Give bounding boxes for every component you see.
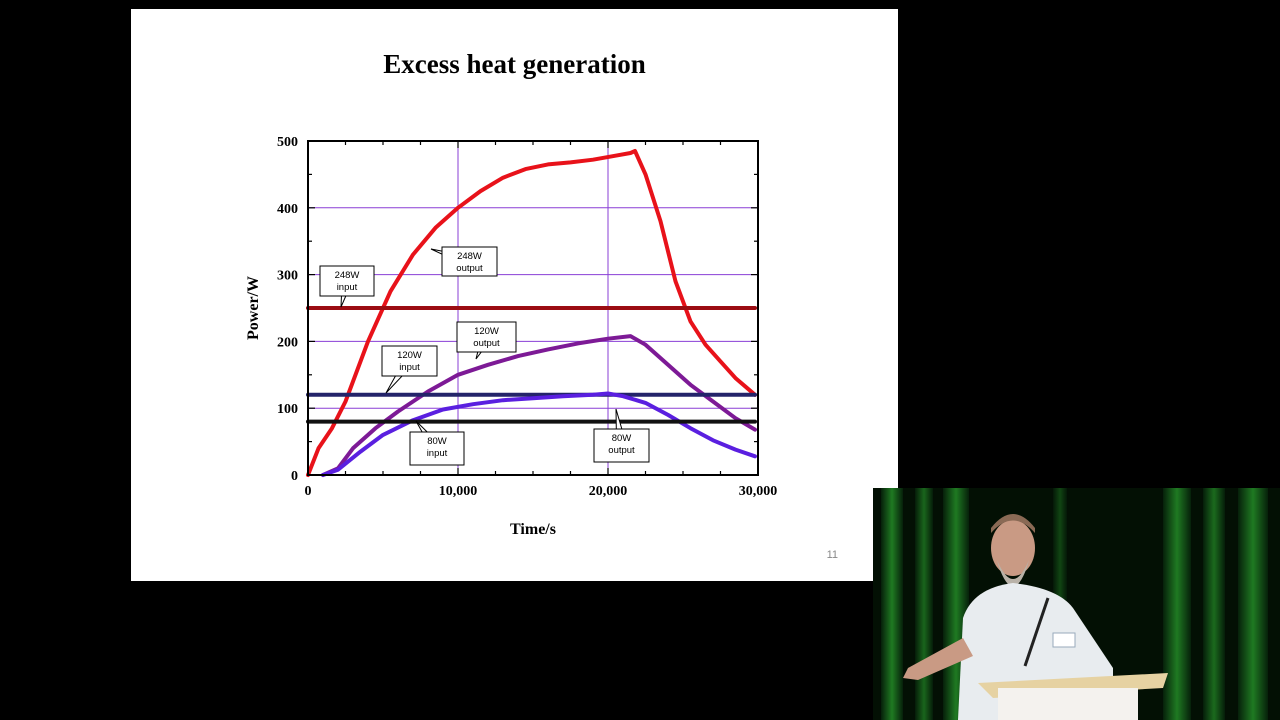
plot-frame [307,140,759,476]
speaker-image [873,488,1280,720]
callout-label: output [608,445,635,456]
callout-label: 120W [474,326,499,337]
y-tick-label: 300 [277,269,298,284]
x-tick-label: 20,000 [589,484,628,499]
callout-label: input [399,362,420,373]
callout-label: input [337,282,358,293]
series-line-out248 [306,149,757,477]
series-line-out80 [321,391,757,477]
callout-box [456,321,517,353]
power-time-chart: 0 100 200 300 400 500 0 10,000 20,000 30,000 Time/… [245,135,778,538]
callout-label: input [427,448,448,459]
x-axis-label: Time/s [510,521,556,538]
callout-label: 80W [612,433,632,444]
x-tick-label: 10,000 [439,484,478,499]
callout-box [381,345,438,377]
callout-box [441,246,498,277]
callout-label: 80W [427,436,447,447]
speaker-video-inset [873,488,1280,720]
slide-title: Excess heat generation [383,49,646,79]
callout-label: output [456,263,483,274]
presentation-slide: Excess heat generation 0 100 200 300 400 500 0… [131,9,898,581]
callout-box [593,428,650,463]
y-axis-label: Power/W [245,276,262,340]
x-tick-label: 0 [305,484,312,499]
y-tick-label: 100 [277,402,298,417]
y-tick-label: 400 [277,202,298,217]
callout-label: 120W [397,350,422,361]
y-tick-label: 200 [277,335,298,350]
callout-label: 248W [457,251,482,262]
y-tick-label: 0 [291,469,298,484]
y-tick-label: 500 [277,135,298,150]
callout-box [409,431,465,466]
slide-page-number: 11 [826,549,838,561]
series-line-out120 [321,334,757,477]
callout-label: output [473,338,500,349]
callout-box [319,265,375,297]
callout-label: 248W [335,270,360,281]
x-tick-label: 30,000 [739,484,778,499]
